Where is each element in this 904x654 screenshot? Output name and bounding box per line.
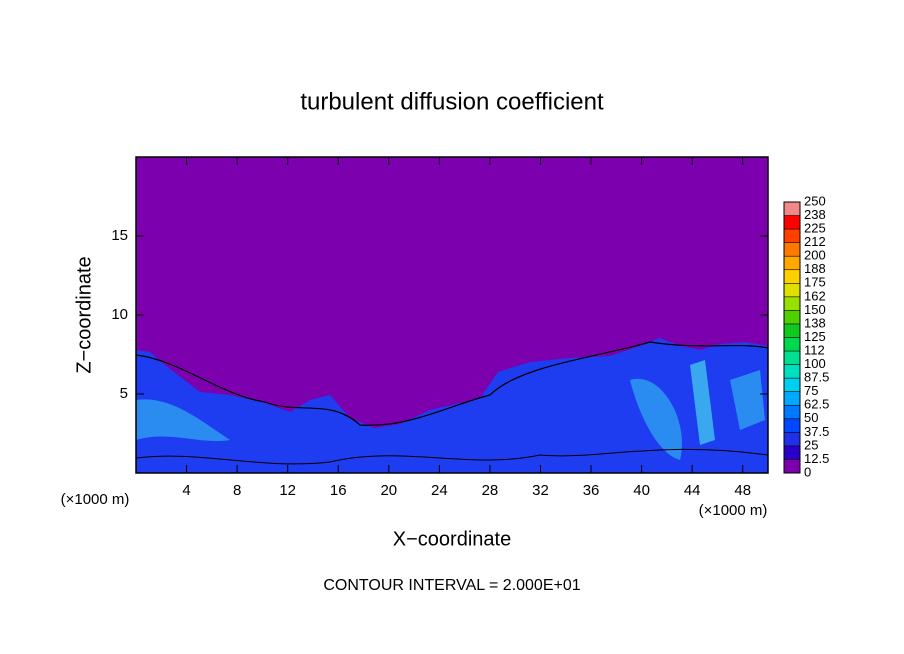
colorbar-label: 50 — [804, 410, 818, 425]
colorbar-swatch — [784, 364, 800, 379]
colorbar-label: 238 — [804, 207, 826, 222]
x-tick-label: 32 — [532, 482, 549, 499]
colorbar-swatch — [784, 229, 800, 243]
y-tick-label: 10 — [111, 306, 128, 323]
colorbar-label: 37.5 — [804, 424, 829, 439]
footer-note: CONTOUR INTERVAL = 2.000E+01 — [323, 577, 580, 594]
colorbar-swatch — [784, 432, 800, 446]
x-tick-label: 40 — [633, 482, 650, 499]
contour-line — [135, 448, 769, 465]
colorbar-swatch — [784, 242, 800, 257]
colorbar-label: 0 — [804, 464, 811, 479]
x-tick-label: 44 — [684, 482, 701, 499]
colorbar-swatch — [784, 418, 800, 433]
swirl — [136, 399, 230, 442]
x-tick-label: 8 — [233, 482, 241, 499]
colorbar-label: 150 — [804, 302, 826, 317]
turbulent-zone — [136, 338, 768, 473]
swirl — [690, 360, 715, 445]
swirl — [630, 378, 682, 460]
colorbar-label: 225 — [804, 221, 826, 236]
colorbar-swatch — [784, 256, 800, 270]
colorbar-swatch — [784, 296, 800, 311]
x-tick-label: 12 — [279, 482, 296, 499]
x-tick-label: 4 — [182, 482, 190, 499]
colorbar-swatch — [784, 202, 800, 216]
colorbar-label: 62.5 — [804, 397, 829, 412]
colorbar-label: 100 — [804, 356, 826, 371]
colorbar-swatch — [784, 405, 800, 419]
colorbar-swatch — [784, 378, 800, 392]
colorbar-swatch — [784, 351, 800, 365]
x-tick-label: 16 — [330, 482, 347, 499]
x-tick-label: 48 — [734, 482, 751, 499]
colorbar-label: 125 — [804, 329, 826, 344]
colorbar-swatch — [784, 215, 800, 230]
y-axis-label: Z−coordinate — [73, 256, 95, 373]
colorbar-swatch — [784, 283, 800, 297]
colorbar-label: 162 — [804, 288, 826, 303]
colorbar-swatch — [784, 391, 800, 406]
colorbar-swatch — [784, 323, 800, 338]
colorbar-label: 188 — [804, 261, 826, 276]
colorbar-label: 12.5 — [804, 451, 829, 466]
colorbar-label: 25 — [804, 437, 818, 452]
x-unit-label: (×1000 m) — [61, 491, 130, 508]
x-tick-label: 36 — [583, 482, 600, 499]
swirl — [730, 370, 765, 430]
colorbar-label: 212 — [804, 234, 826, 249]
chart-title: turbulent diffusion coefficient — [300, 88, 604, 115]
colorbar-label: 138 — [804, 315, 826, 330]
colorbar-swatch — [784, 459, 800, 473]
x-axis-label: X−coordinate — [393, 528, 511, 550]
colorbar-label: 200 — [804, 248, 826, 263]
field-region — [135, 338, 769, 473]
x-tick-label: 28 — [482, 482, 499, 499]
colorbar-swatch — [784, 269, 800, 284]
contour-line — [135, 341, 769, 426]
colorbar-label: 87.5 — [804, 370, 829, 385]
x-unit-label: (×1000 m) — [699, 502, 768, 519]
colorbar-swatch — [784, 310, 800, 324]
y-tick-label: 5 — [120, 385, 128, 402]
colorbar-swatch — [784, 337, 800, 352]
colorbar-label: 250 — [804, 193, 826, 208]
colorbar-swatch — [784, 445, 800, 460]
colorbar-label: 75 — [804, 383, 818, 398]
y-tick-label: 15 — [111, 227, 128, 244]
colorbar-label: 175 — [804, 275, 826, 290]
colorbar-label: 112 — [804, 342, 825, 357]
x-tick-label: 20 — [380, 482, 397, 499]
x-tick-label: 24 — [431, 482, 448, 499]
